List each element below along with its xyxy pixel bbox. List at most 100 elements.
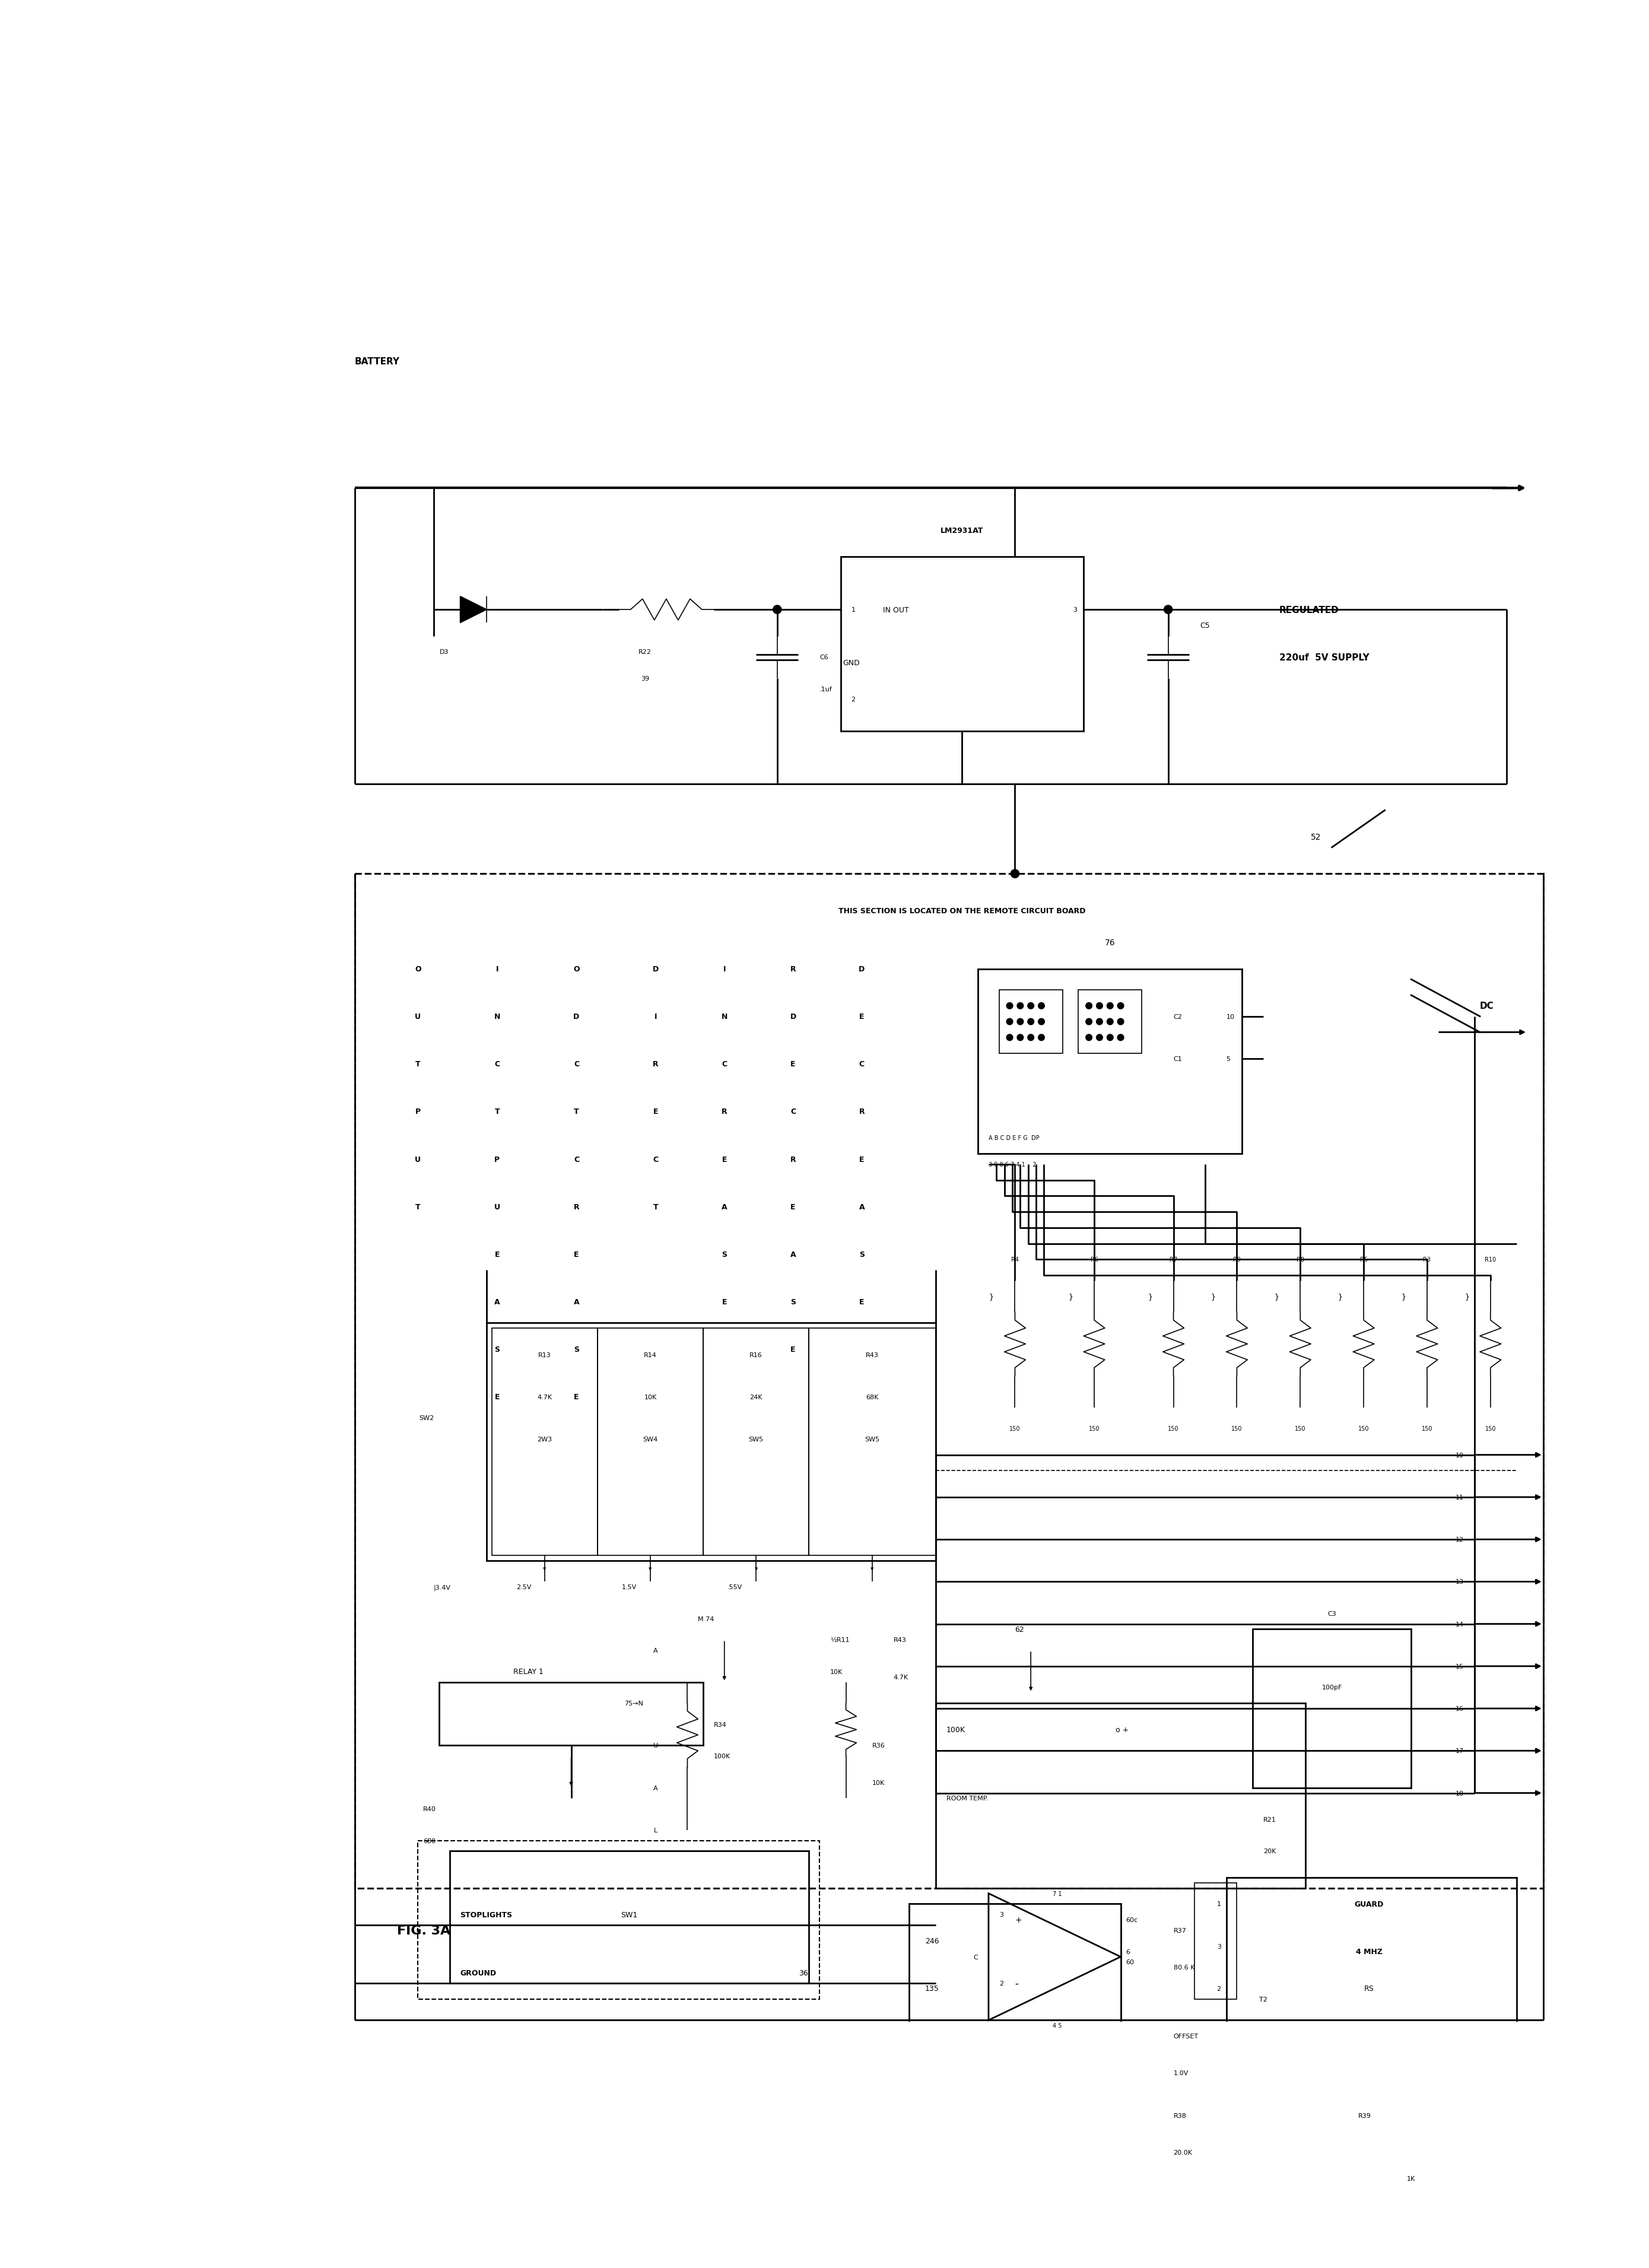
Circle shape: [1097, 1002, 1103, 1009]
Circle shape: [1006, 1002, 1012, 1009]
Text: SW5: SW5: [864, 1436, 881, 1442]
Circle shape: [1006, 1034, 1012, 1041]
Text: 220uf  5V SUPPLY: 220uf 5V SUPPLY: [1280, 653, 1369, 662]
Text: 150: 150: [1232, 1427, 1242, 1431]
Text: E: E: [859, 1014, 864, 1021]
Circle shape: [1011, 871, 1019, 878]
Circle shape: [773, 606, 782, 615]
Text: E: E: [859, 1297, 864, 1306]
Text: RS: RS: [1364, 1984, 1374, 1991]
Text: 13: 13: [1456, 1579, 1464, 1585]
Text: S: S: [574, 1345, 579, 1354]
Bar: [355, 873, 1543, 1889]
Text: T: T: [416, 1202, 420, 1211]
Text: 100K: 100K: [947, 1726, 965, 1733]
Text: R10: R10: [1484, 1256, 1496, 1263]
Circle shape: [1106, 1002, 1113, 1009]
Circle shape: [1027, 1018, 1034, 1025]
Text: O: O: [416, 966, 420, 973]
Circle shape: [1097, 1034, 1103, 1041]
Text: 150: 150: [1009, 1427, 1021, 1431]
Text: R5: R5: [1360, 1256, 1367, 1263]
Text: ▼: ▼: [543, 1567, 546, 1569]
Text: R43: R43: [866, 1352, 879, 1359]
Text: 3: 3: [1217, 1944, 1220, 1948]
Text: ½R11: ½R11: [829, 1637, 849, 1642]
Bar: [909, 2109, 1121, 2268]
Text: A: A: [574, 1297, 579, 1306]
Bar: [999, 991, 1062, 1055]
Text: R14: R14: [643, 1352, 656, 1359]
Text: ▼: ▼: [648, 1567, 651, 1569]
Text: 10: 10: [1227, 1014, 1235, 1021]
Text: R6: R6: [1090, 1256, 1098, 1263]
Text: E: E: [790, 1202, 795, 1211]
Text: I: I: [722, 966, 726, 973]
Bar: [935, 1703, 1306, 1889]
Text: 2: 2: [999, 1980, 1003, 1987]
Text: R39: R39: [1359, 2112, 1372, 2118]
Text: 3 9 8 6 7 4 1    2: 3 9 8 6 7 4 1 2: [988, 1161, 1036, 1168]
Circle shape: [1106, 1018, 1113, 1025]
Text: D3: D3: [440, 649, 449, 655]
Text: R: R: [574, 1202, 579, 1211]
Text: A B C D E F G  DP: A B C D E F G DP: [988, 1136, 1039, 1141]
Text: BATTERY: BATTERY: [355, 356, 399, 365]
Text: R: R: [790, 966, 796, 973]
Text: 14: 14: [1456, 1622, 1464, 1626]
Text: E: E: [722, 1297, 727, 1306]
Text: P: P: [416, 1107, 420, 1116]
Text: C: C: [574, 1061, 579, 1068]
Text: 680: 680: [424, 1837, 435, 1844]
Text: 150: 150: [1486, 1427, 1496, 1431]
Text: DC: DC: [1479, 1002, 1494, 1012]
Text: C: C: [722, 1061, 727, 1068]
Text: 150: 150: [1294, 1427, 1306, 1431]
Text: N: N: [721, 1014, 727, 1021]
Text: 20.0K: 20.0K: [1174, 2150, 1192, 2155]
Bar: [450, 1851, 810, 1982]
Text: R34: R34: [714, 1721, 727, 1728]
Bar: [417, 1842, 820, 1998]
Text: THIS SECTION IS LOCATED ON THE REMOTE CIRCUIT BOARD: THIS SECTION IS LOCATED ON THE REMOTE CI…: [839, 907, 1085, 914]
Text: E: E: [790, 1061, 795, 1068]
Text: R9: R9: [1233, 1256, 1240, 1263]
Text: IN OUT: IN OUT: [882, 606, 909, 615]
Text: 10K: 10K: [829, 1669, 843, 1674]
Text: T2: T2: [1260, 1996, 1268, 2003]
Text: }: }: [1148, 1293, 1153, 1300]
Text: 1.5V: 1.5V: [622, 1583, 637, 1590]
Text: 16: 16: [1456, 1706, 1464, 1712]
Text: 68K: 68K: [866, 1395, 879, 1399]
Text: 6: 6: [1126, 1948, 1130, 1955]
Text: L: L: [655, 1828, 658, 1833]
Text: S: S: [859, 1250, 864, 1259]
Text: R21: R21: [1263, 1817, 1276, 1823]
Text: S: S: [722, 1250, 727, 1259]
Text: SW4: SW4: [643, 1436, 658, 1442]
Text: 18: 18: [1456, 1789, 1464, 1796]
Bar: [978, 968, 1242, 1154]
Circle shape: [1039, 1034, 1044, 1041]
Text: R4: R4: [1011, 1256, 1019, 1263]
Text: C3: C3: [1327, 1610, 1336, 1617]
Text: GROUND: GROUND: [460, 1969, 496, 1975]
Text: C: C: [973, 1955, 978, 1960]
Circle shape: [1017, 1002, 1024, 1009]
Bar: [702, 1329, 810, 1556]
Text: C: C: [574, 1154, 579, 1163]
Text: 4.7K: 4.7K: [894, 1674, 909, 1681]
Text: D: D: [653, 966, 658, 973]
Text: C1: C1: [1174, 1057, 1182, 1061]
Text: R16: R16: [750, 1352, 762, 1359]
Text: U: U: [416, 1154, 420, 1163]
Circle shape: [1027, 1002, 1034, 1009]
Text: I: I: [655, 1014, 656, 1021]
Circle shape: [1164, 606, 1172, 615]
Text: D: D: [790, 1014, 796, 1021]
Bar: [486, 1322, 935, 1560]
Text: 12: 12: [1456, 1538, 1464, 1542]
Text: 150: 150: [1359, 1427, 1369, 1431]
Text: D: D: [574, 1014, 579, 1021]
Text: 52: 52: [1311, 832, 1321, 841]
